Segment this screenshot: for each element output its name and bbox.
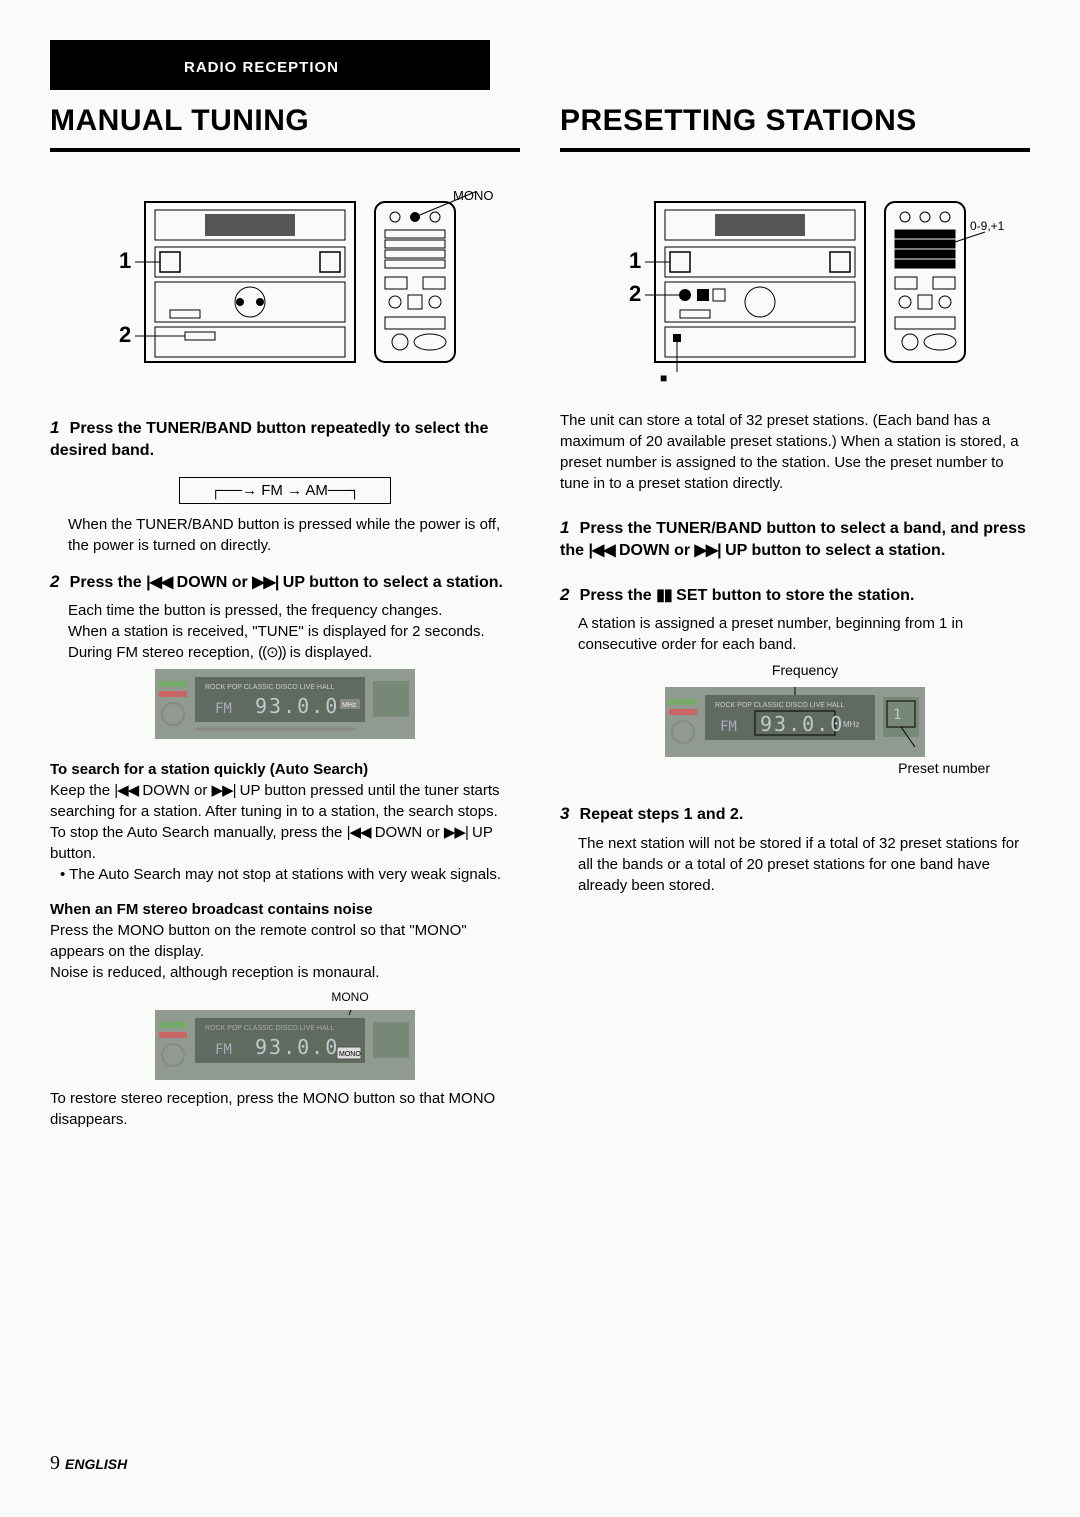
- step-number: 1: [50, 418, 59, 437]
- forward-icon: ▶▶|: [444, 822, 468, 843]
- fm-am-text: ┌──→ FM → AM──┐: [179, 477, 391, 504]
- page-number: 9: [50, 1452, 60, 1474]
- left-column: RADIO RECEPTION MANUAL TUNING 1 2: [50, 40, 520, 1440]
- svg-text:1: 1: [893, 707, 901, 723]
- section-header: RADIO RECEPTION: [170, 51, 353, 84]
- svg-text:MHz: MHz: [843, 720, 859, 729]
- spacer: [560, 40, 1030, 100]
- auto-search-stop: To stop the Auto Search manually, press …: [50, 822, 520, 864]
- right-column: PRESETTING STATIONS 1 2 ■ CLEAR: [560, 40, 1030, 1440]
- step-number: 2: [560, 585, 569, 604]
- rewind-icon: |◀◀: [114, 780, 138, 801]
- page-footer: 9 ENGLISH: [50, 1449, 127, 1477]
- step-heading: Repeat steps 1 and 2.: [580, 806, 744, 823]
- frequency-label: Frequency: [580, 661, 1030, 681]
- title-underline: [50, 148, 520, 152]
- fm-noise-heading: When an FM stereo broadcast contains noi…: [50, 899, 520, 920]
- step2-body: Each time the button is pressed, the fre…: [68, 600, 520, 663]
- fm-noise-p2: Noise is reduced, although reception is …: [50, 962, 520, 983]
- svg-text:MONO: MONO: [453, 188, 493, 203]
- step1-body: When the TUNER/BAND button is pressed wh…: [68, 514, 520, 556]
- svg-text:93.0.0: 93.0.0: [255, 1035, 339, 1059]
- language-label: ENGLISH: [65, 1456, 127, 1472]
- left-step-2: 2 Press the |◀◀ DOWN or ▶▶| UP button to…: [50, 570, 520, 594]
- step-heading: Press the TUNER/BAND button repeatedly t…: [50, 420, 488, 459]
- svg-text:MHz: MHz: [342, 702, 357, 709]
- left-title: MANUAL TUNING: [50, 100, 520, 142]
- svg-text:FM: FM: [215, 1042, 232, 1058]
- svg-text:0-9,+10: 0-9,+10: [970, 219, 1005, 233]
- fm-noise-p1: Press the MONO button on the remote cont…: [50, 920, 520, 962]
- manual-tuning-diagram: 1 2: [75, 182, 495, 382]
- rewind-icon: |◀◀: [588, 540, 614, 562]
- right-step2-body: A station is assigned a preset number, b…: [578, 613, 1030, 655]
- svg-text:1: 1: [629, 248, 641, 273]
- rewind-icon: |◀◀: [347, 822, 371, 843]
- presetting-diagram: 1 2 ■ CLEAR 0-9,+10: [585, 182, 1005, 382]
- manual-page: RADIO RECEPTION MANUAL TUNING 1 2: [0, 0, 1080, 1480]
- step-number: 1: [560, 518, 569, 537]
- right-step-3: 3 Repeat steps 1 and 2.: [560, 802, 1030, 826]
- forward-icon: ▶▶|: [252, 572, 278, 594]
- step-number: 3: [560, 804, 569, 823]
- svg-text:2: 2: [119, 322, 131, 347]
- svg-text:ROCK POP CLASSIC DISCO LIV: ROCK POP CLASSIC DISCO LIVE HALL: [715, 702, 845, 709]
- svg-text:93.0.0: 93.0.0: [760, 712, 844, 736]
- step-heading: Press the TUNER/BAND button to select a …: [560, 520, 1026, 559]
- svg-text:2: 2: [629, 281, 641, 306]
- svg-text:MONO: MONO: [339, 1051, 361, 1058]
- title-underline: [560, 148, 1030, 152]
- svg-text:ROCK POP CLASSIC DISCO LIV: ROCK POP CLASSIC DISCO LIVE HALL: [205, 684, 335, 691]
- svg-text:ROCK POP CLASSIC DISCO LIV: ROCK POP CLASSIC DISCO LIVE HALL: [205, 1025, 335, 1032]
- pause-icon: ▮▮: [656, 585, 672, 607]
- auto-search-note: • The Auto Search may not stop at statio…: [60, 864, 520, 885]
- svg-text:93.0.0: 93.0.0: [255, 694, 339, 718]
- stereo-icon: ((⊙)): [258, 642, 286, 663]
- right-step-2: 2 Press the ▮▮ SET button to store the s…: [560, 583, 1030, 607]
- mono-display-figure: ROCK POP CLASSIC DISCO LIVE HALL FM 93.0…: [155, 1010, 415, 1080]
- auto-search-body: Keep the |◀◀ DOWN or ▶▶| UP button press…: [50, 780, 520, 822]
- section-header-bar: RADIO RECEPTION: [50, 40, 490, 90]
- left-step-1: 1 Press the TUNER/BAND button repeatedly…: [50, 416, 520, 463]
- fm-am-cycle: ┌──→ FM → AM──┐: [50, 477, 520, 504]
- step-number: 2: [50, 572, 59, 591]
- fm-noise-p3: To restore stereo reception, press the M…: [50, 1088, 520, 1130]
- right-step-1: 1 Press the TUNER/BAND button to select …: [560, 516, 1030, 563]
- svg-text:■: ■: [660, 371, 667, 382]
- tuner-display-figure: ROCK POP CLASSIC DISCO LIVE HALL FM 93.0…: [155, 669, 415, 739]
- auto-search-heading: To search for a station quickly (Auto Se…: [50, 759, 520, 780]
- step-heading: Press the |◀◀ DOWN or ▶▶| UP button to s…: [70, 574, 503, 591]
- svg-text:FM: FM: [215, 701, 232, 717]
- presetting-intro: The unit can store a total of 32 preset …: [560, 410, 1030, 494]
- mono-diagram-label: MONO: [180, 989, 520, 1006]
- preset-display-figure: ROCK POP CLASSIC DISCO LIVE HALL FM 93.0…: [665, 687, 925, 757]
- forward-icon: ▶▶|: [212, 780, 236, 801]
- preset-number-label: Preset number: [560, 759, 990, 779]
- step-heading: Press the ▮▮ SET button to store the sta…: [580, 587, 915, 604]
- svg-text:1: 1: [119, 248, 131, 273]
- right-title: PRESETTING STATIONS: [560, 100, 1030, 142]
- forward-icon: ▶▶|: [695, 540, 721, 562]
- right-step3-body: The next station will not be stored if a…: [578, 833, 1030, 896]
- svg-text:FM: FM: [720, 719, 737, 735]
- rewind-icon: |◀◀: [146, 572, 172, 594]
